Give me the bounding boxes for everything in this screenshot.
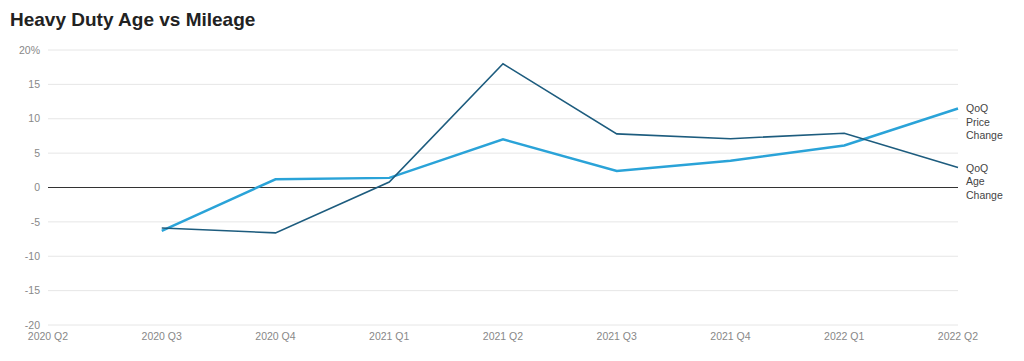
svg-text:5: 5 — [34, 147, 40, 159]
svg-text:2021 Q4: 2021 Q4 — [710, 330, 750, 342]
svg-text:2022 Q1: 2022 Q1 — [824, 330, 864, 342]
svg-text:-10: -10 — [25, 250, 40, 262]
svg-text:2020 Q4: 2020 Q4 — [255, 330, 295, 342]
svg-text:QoQPriceChange: QoQPriceChange — [966, 102, 1003, 141]
svg-text:10: 10 — [28, 112, 40, 124]
svg-text:-15: -15 — [25, 284, 40, 296]
svg-text:2021 Q2: 2021 Q2 — [483, 330, 523, 342]
svg-text:-20: -20 — [25, 319, 40, 331]
svg-text:2020 Q3: 2020 Q3 — [142, 330, 182, 342]
svg-text:15: 15 — [28, 78, 40, 90]
svg-text:2020 Q2: 2020 Q2 — [28, 330, 68, 342]
svg-text:-5: -5 — [31, 216, 40, 228]
svg-text:0: 0 — [34, 181, 40, 193]
html-text:Heavy Duty Age vs Mileage: Heavy Duty Age vs Mileage — [10, 9, 256, 30]
svg-text:2021 Q3: 2021 Q3 — [597, 330, 637, 342]
svg-text:2021 Q1: 2021 Q1 — [369, 330, 409, 342]
svg-text:QoQAgeChange: QoQAgeChange — [966, 162, 1003, 201]
svg-text:2022 Q2: 2022 Q2 — [938, 330, 978, 342]
svg-text:20%: 20% — [19, 44, 40, 56]
